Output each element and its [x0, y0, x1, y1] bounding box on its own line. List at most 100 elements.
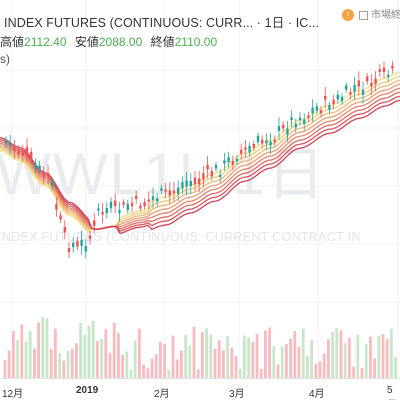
- candle-body: [76, 240, 79, 247]
- candle-body: [261, 139, 264, 144]
- volume-bar: [360, 367, 364, 378]
- candle-body: [319, 110, 323, 114]
- candle-body: [231, 160, 234, 165]
- candle-body: [168, 190, 171, 196]
- volume-bar: [62, 360, 66, 378]
- volume-bar: [394, 357, 397, 378]
- volume-bar: [163, 343, 166, 378]
- volume-bar: [133, 340, 137, 378]
- candle-body: [105, 208, 108, 213]
- candle-body: [252, 143, 255, 148]
- candle-body: [294, 123, 297, 128]
- candle-body: [30, 151, 33, 159]
- candle-body: [265, 140, 268, 144]
- volume-bar: [272, 346, 276, 378]
- volume-bar: [12, 330, 15, 378]
- indicator-legend[interactable]: s): [0, 52, 10, 66]
- ohlc-readout: 高値2112.40 安値2088.00 終値2110.00: [0, 33, 222, 50]
- volume-bar: [259, 369, 263, 378]
- candle-body: [4, 140, 8, 144]
- candle-body: [109, 201, 113, 209]
- volume-bar: [343, 343, 347, 378]
- candle-body: [130, 202, 134, 207]
- candle-body: [315, 106, 318, 111]
- volume-bar: [348, 337, 351, 378]
- x-tick-mar: 3月: [229, 389, 245, 400]
- ma-ribbon-line: [0, 99, 400, 235]
- volume-bar: [37, 322, 40, 378]
- time-axis[interactable]: 12月 2019 2月 3月 4月 5月: [0, 378, 400, 400]
- volume-bar: [247, 337, 250, 378]
- volume-bar: [28, 330, 32, 378]
- candle-body: [172, 190, 176, 194]
- candle-body: [122, 202, 125, 205]
- volume-bar: [352, 366, 355, 378]
- candle-body: [349, 92, 352, 95]
- candle-body: [219, 174, 222, 177]
- volume-bar: [230, 347, 234, 378]
- ma-ribbon-line: [0, 95, 400, 232]
- candle-body: [93, 220, 96, 226]
- candle-body: [63, 226, 66, 233]
- volume-bar: [41, 317, 45, 378]
- candle-body: [59, 215, 62, 220]
- ma-ribbon-line: [0, 83, 400, 230]
- volume-bar: [314, 363, 318, 378]
- volume-bar: [58, 353, 61, 378]
- volume-bar: [20, 324, 24, 378]
- candle-body: [97, 208, 100, 211]
- ma-ribbon-line: [0, 91, 400, 231]
- volume-bar: [264, 330, 267, 378]
- market-status-text: 市場終: [371, 10, 400, 21]
- volume-bar: [364, 343, 368, 378]
- volume-bar: [390, 328, 393, 378]
- volume-bar: [70, 348, 74, 378]
- volume-bar: [159, 341, 162, 378]
- market-status[interactable]: ! 市場終: [342, 6, 400, 22]
- volume-bar: [175, 359, 179, 378]
- candle-body: [378, 69, 381, 72]
- candle-body: [177, 187, 180, 195]
- volume-bar: [66, 350, 70, 378]
- volume-bar: [306, 355, 309, 378]
- volume-bar: [180, 350, 183, 378]
- candle-body: [143, 202, 146, 207]
- x-tick-may: 5月: [387, 385, 393, 396]
- volume-bar: [16, 340, 19, 378]
- candle-body: [269, 141, 272, 146]
- volume-bar: [251, 341, 255, 378]
- volume-bar: [167, 369, 171, 378]
- volume-bar: [205, 328, 208, 378]
- volume-bar: [213, 348, 217, 378]
- volume-bar: [171, 335, 175, 378]
- candle-body: [181, 181, 184, 189]
- volume-bar: [369, 336, 372, 378]
- candle-body: [273, 139, 276, 143]
- x-tick-feb: 2月: [154, 389, 170, 400]
- volume-bar: [234, 355, 238, 378]
- volume-bar: [226, 336, 229, 378]
- candle-body: [286, 128, 289, 135]
- volume-bar: [121, 354, 124, 378]
- volume-bar: [201, 331, 204, 378]
- candle-body: [72, 242, 75, 248]
- close-label: 終値: [150, 35, 175, 49]
- volume-bar: [129, 369, 133, 378]
- volume-bar: [243, 335, 246, 378]
- candle-body: [235, 158, 239, 162]
- candle-body: [223, 160, 226, 164]
- volume-bar: [238, 368, 242, 378]
- symbol-title[interactable]: INDEX FUTURES (CONTINUOUS: CURR... · 1日 …: [4, 16, 320, 30]
- candle-body: [391, 65, 394, 69]
- volume-bar: [373, 358, 376, 378]
- candle-body: [80, 239, 83, 247]
- volume-bar: [381, 334, 385, 378]
- volume-bar: [91, 320, 95, 378]
- candle-body: [328, 105, 331, 110]
- volume-bar: [255, 333, 259, 378]
- ma-ribbon-line: [0, 87, 400, 230]
- candle-body: [67, 247, 71, 253]
- volume-bar: [289, 338, 292, 378]
